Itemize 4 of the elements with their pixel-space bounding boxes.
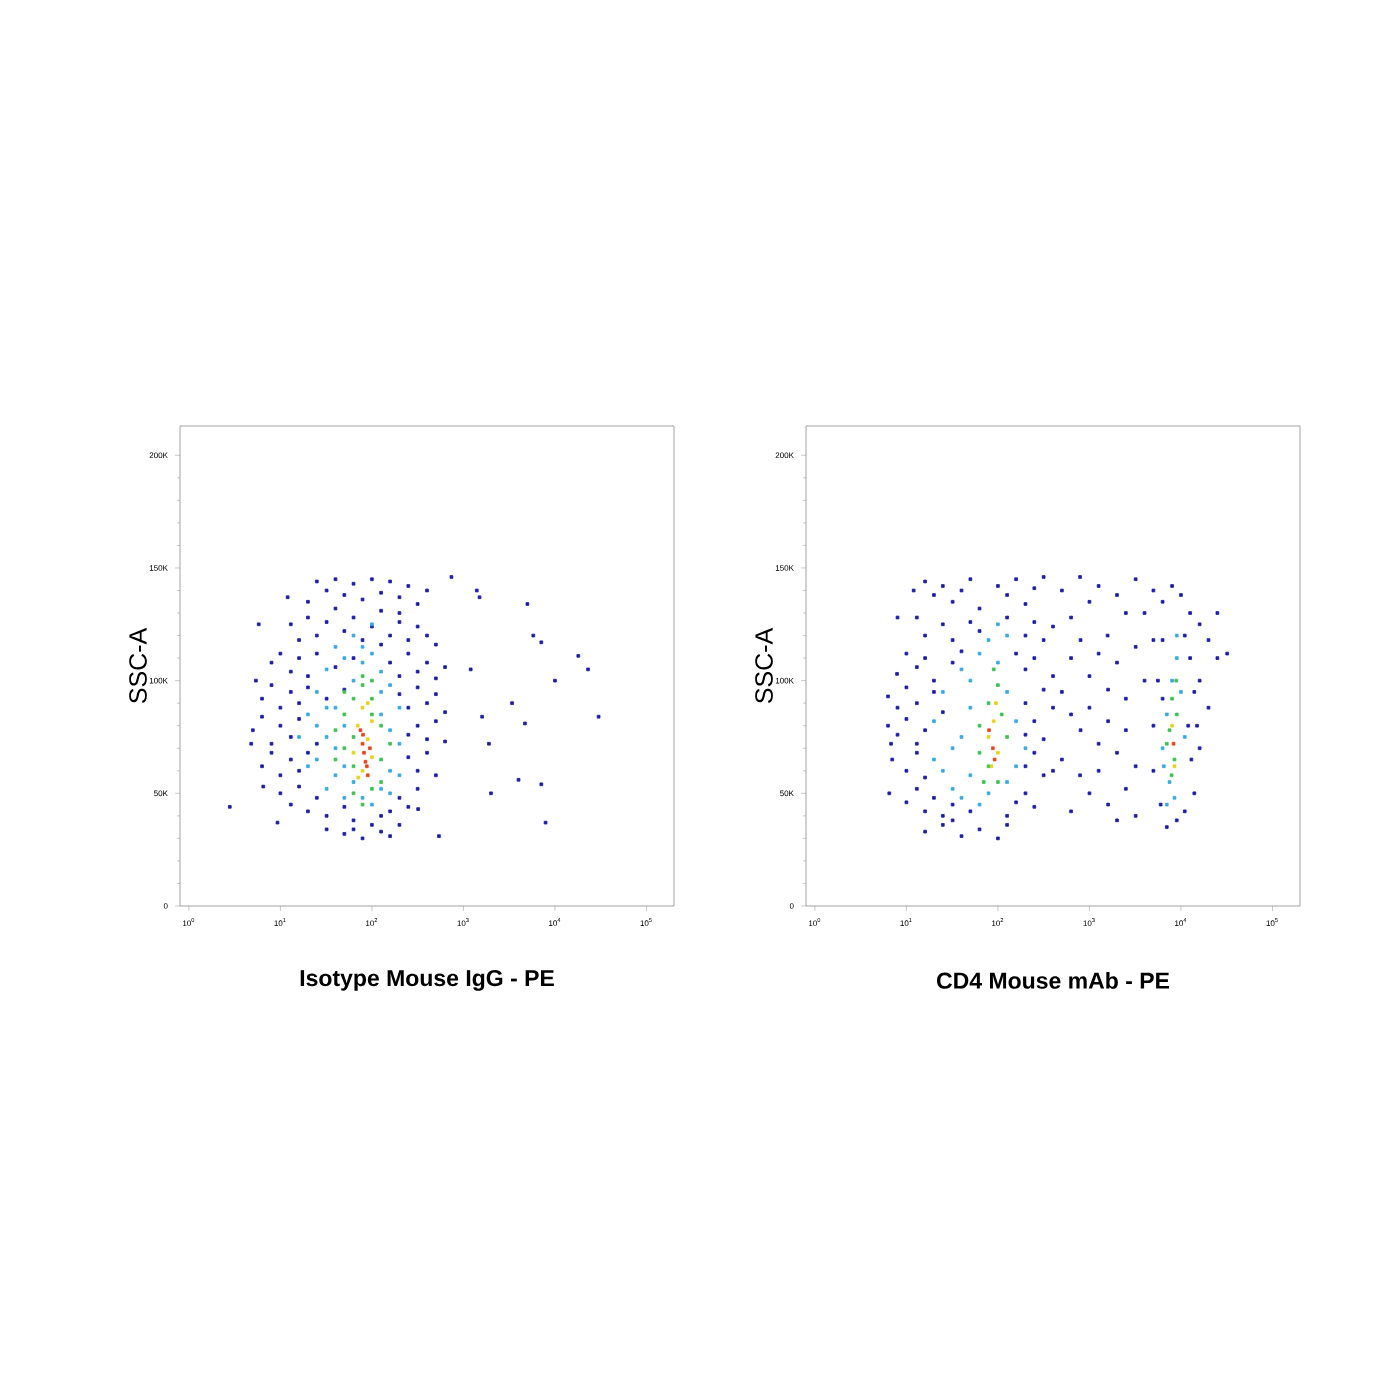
y-axis-title: SSC-A <box>755 627 773 704</box>
y-axis-title: SSC-A <box>129 627 147 704</box>
x-axis-title: Isotype Mouse IgG - PE <box>300 969 554 991</box>
x-axis-title: CD4 Mouse mAb - PE <box>937 971 1170 989</box>
